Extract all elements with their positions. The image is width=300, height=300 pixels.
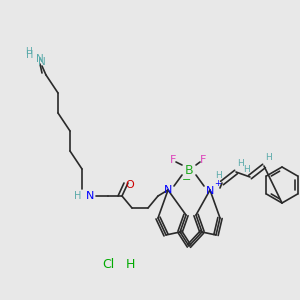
Text: N: N [36, 54, 44, 64]
Text: N: N [86, 191, 94, 201]
Text: H: H [125, 259, 135, 272]
Text: N: N [38, 57, 46, 67]
Text: N: N [206, 186, 214, 196]
Text: B: B [185, 164, 193, 176]
Text: H: H [26, 50, 34, 60]
Text: Cl: Cl [102, 259, 114, 272]
Text: F: F [170, 155, 176, 165]
Text: H: H [74, 191, 82, 201]
Text: −: − [182, 175, 192, 185]
Text: F: F [200, 155, 206, 165]
Text: H: H [243, 164, 249, 173]
Text: +: + [214, 179, 221, 188]
Text: H: H [237, 160, 243, 169]
Text: H: H [214, 170, 221, 179]
Text: H: H [265, 154, 272, 163]
Text: N: N [164, 185, 172, 195]
Text: H: H [25, 47, 32, 56]
Text: O: O [126, 180, 134, 190]
